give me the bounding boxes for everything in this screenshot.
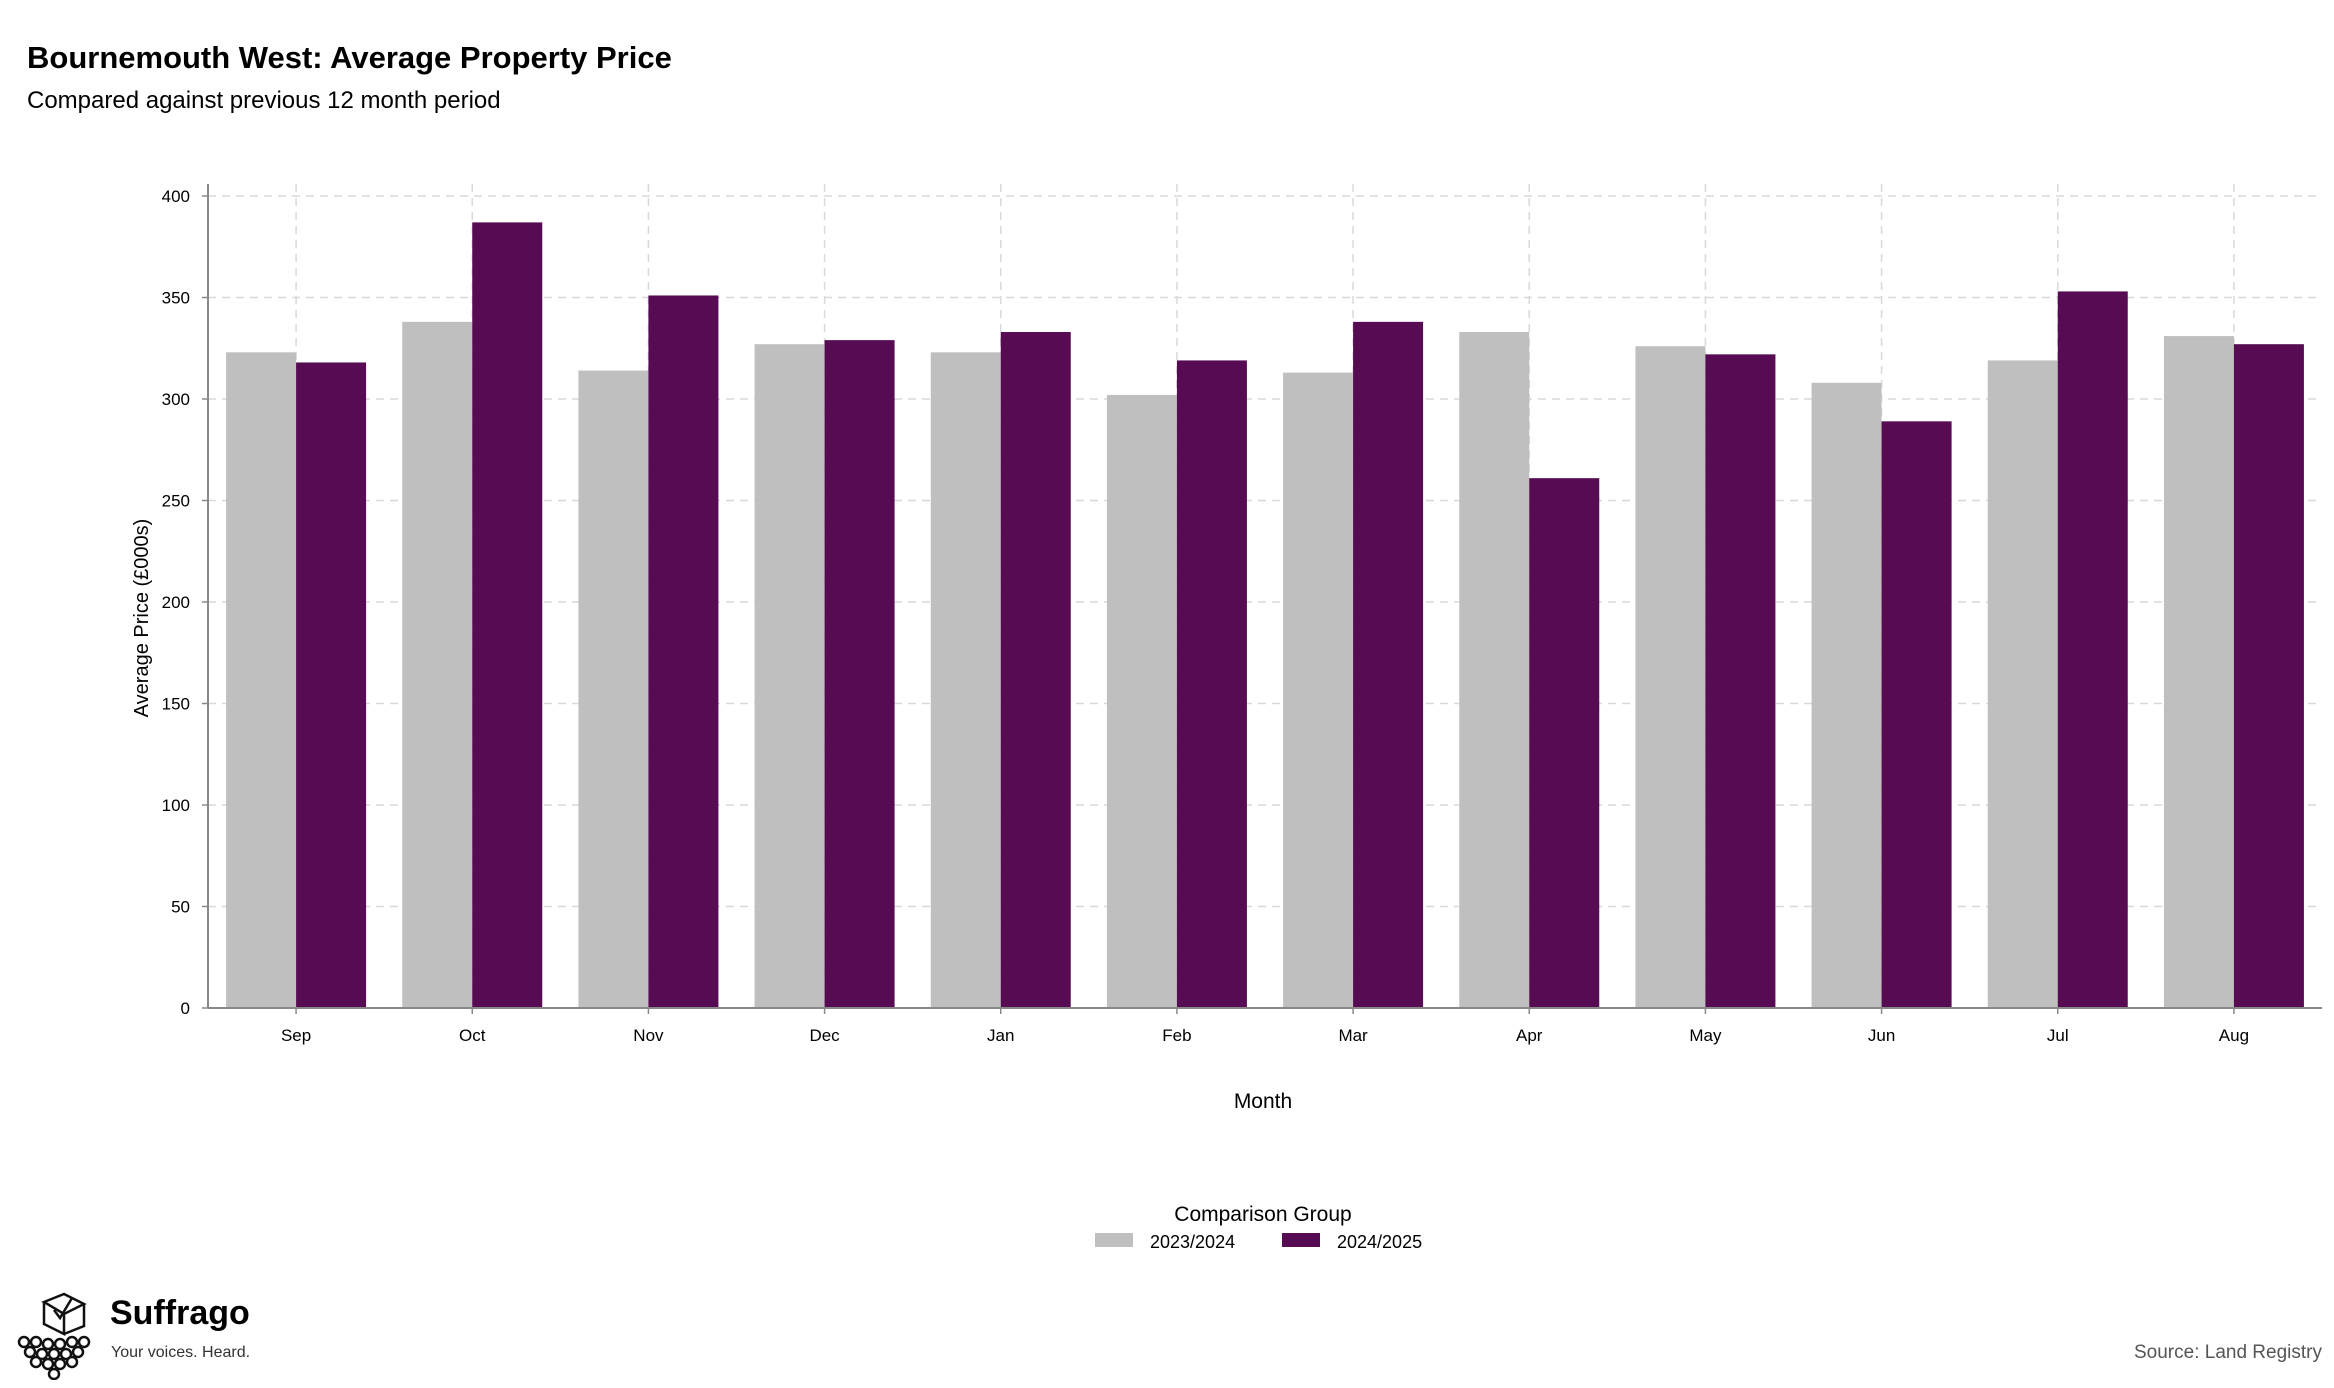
chart-subtitle: Compared against previous 12 month perio… [27,87,501,114]
bar-2023-2024-feb [1106,394,1177,1008]
y-axis-label: Average Price (£000s) [131,519,153,718]
x-tick-label: Dec [809,1026,840,1045]
y-tick-label: 350 [162,289,190,308]
y-tick-labels: 0 50 100 150 200 250 300 350 400 [162,187,190,1018]
bar-2024-2025-nov [648,295,719,1009]
bar-2023-2024-apr [1459,332,1530,1008]
y-tick-label: 0 [181,999,190,1018]
bar-2024-2025-feb [1176,360,1247,1008]
bar-2024-2025-apr [1529,478,1600,1008]
axes [202,184,2322,1014]
x-tick-label: Apr [1516,1026,1543,1045]
legend-label: 2024/2025 [1337,1232,1422,1252]
source-note: Source: Land Registry [2134,1342,2322,1363]
x-tick-label: Aug [2219,1026,2249,1045]
bar-2023-2024-nov [578,370,649,1009]
bar-2023-2024-jul [1987,360,2058,1008]
bar-2024-2025-jul [2057,291,2128,1008]
bars [226,222,2304,1009]
y-tick-label: 150 [162,695,190,714]
bar-2023-2024-oct [402,321,473,1008]
bar-2023-2024-dec [754,344,825,1008]
bar-2024-2025-jan [1000,332,1071,1008]
ballot-box-crowd-logo [17,1292,91,1380]
bar-2024-2025-mar [1353,321,1424,1008]
brand-name: Suffrago [110,1294,250,1332]
bar-2024-2025-aug [2233,344,2304,1008]
bar-2023-2024-jan [930,352,1001,1008]
x-tick-label: Nov [633,1026,664,1045]
bar-2023-2024-aug [2163,336,2234,1008]
bar-2024-2025-oct [472,222,543,1008]
y-tick-label: 250 [162,492,190,511]
x-tick-label: Jul [2047,1026,2069,1045]
y-tick-label: 100 [162,796,190,815]
bar-chart: 0 50 100 150 200 250 300 350 400 Sep Oct Nov Dec Jan… [131,184,2322,1252]
legend-label: 2023/2024 [1150,1232,1235,1252]
bar-2024-2025-sep [296,362,367,1009]
legend-swatch [1095,1233,1133,1247]
x-tick-label: Mar [1338,1026,1368,1045]
y-tick-label: 50 [171,898,190,917]
y-tick-label: 300 [162,390,190,409]
x-tick-labels: Sep Oct Nov Dec Jan Feb Mar Apr May Jun Jul Aug [281,1026,2249,1045]
legend-title: Comparison Group [1174,1203,1351,1226]
x-tick-label: May [1689,1026,1722,1045]
legend: 2023/2024 2024/2025 [1095,1232,1422,1252]
bar-2024-2025-dec [824,340,895,1008]
x-tick-label: Sep [281,1026,311,1045]
x-tick-label: Jan [987,1026,1014,1045]
y-tick-label: 200 [162,593,190,612]
legend-swatch [1282,1233,1320,1247]
bar-2023-2024-may [1635,346,1706,1009]
x-axis-label: Month [1234,1090,1292,1113]
y-tick-label: 400 [162,187,190,206]
bar-2024-2025-may [1705,354,1776,1009]
bar-2023-2024-jun [1811,382,1882,1008]
brand: Suffrago Your voices. Heard. [14,1290,274,1380]
x-tick-label: Feb [1162,1026,1191,1045]
bar-2023-2024-mar [1283,372,1354,1008]
bar-2024-2025-jun [1881,421,1952,1009]
x-tick-label: Jun [1868,1026,1895,1045]
x-tick-label: Oct [459,1026,486,1045]
brand-tagline: Your voices. Heard. [111,1344,251,1361]
chart-title: Bournemouth West: Average Property Price [27,40,672,75]
bar-2023-2024-sep [226,352,297,1008]
